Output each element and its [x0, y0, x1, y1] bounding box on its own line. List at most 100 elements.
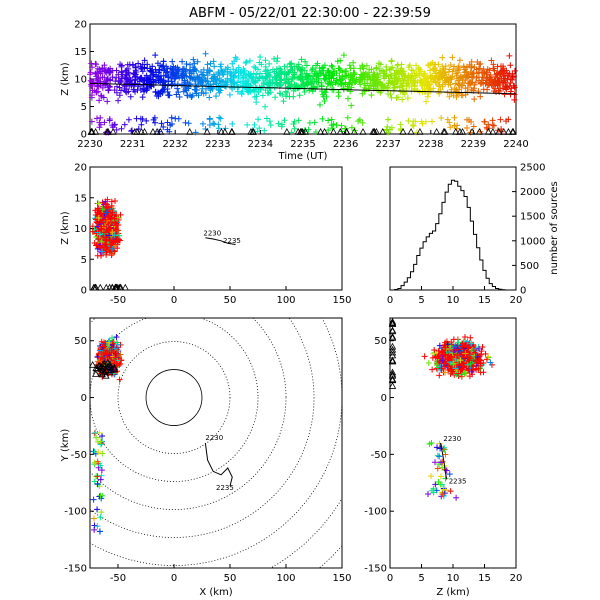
histogram-ytick-label: 1500: [520, 212, 545, 223]
time-height-source: [147, 68, 154, 75]
time-height-source: [279, 121, 286, 128]
time-height-source: [441, 66, 448, 73]
time-height-xtick-label: 2236: [333, 139, 358, 150]
time-height-source: [255, 89, 262, 96]
time-height-source: [247, 83, 254, 90]
time-height-source: [298, 82, 305, 89]
time-height-source: [139, 116, 146, 123]
time-height-source: [486, 67, 493, 74]
time-height-source: [186, 80, 193, 87]
time-height-station-marker: [283, 127, 291, 135]
time-height-source: [364, 71, 371, 78]
time-height-xlabel: Time (UT): [278, 151, 328, 162]
time-height-source: [94, 75, 101, 82]
time-height-source: [295, 117, 302, 124]
xz-source: [112, 197, 119, 204]
xz-ytick-label: 20: [74, 163, 87, 174]
time-height-source: [439, 54, 446, 61]
time-height-source: [132, 64, 139, 71]
time-height-source: [468, 58, 475, 65]
time-height-source: [398, 82, 405, 89]
time-height-source: [442, 71, 449, 78]
time-height-source: [210, 58, 217, 65]
time-height-source: [182, 119, 189, 126]
time-height-source: [160, 85, 167, 92]
time-height-source: [497, 70, 504, 77]
time-height-source: [324, 80, 331, 87]
time-height-source: [503, 67, 510, 74]
time-height-source: [384, 116, 391, 123]
time-height-source: [431, 64, 438, 71]
xz-station-marker: [121, 283, 129, 291]
time-height-source: [474, 59, 481, 66]
time-height-source: [91, 87, 98, 94]
time-height-source: [281, 76, 288, 83]
time-height-source: [190, 56, 197, 63]
time-height-source: [480, 86, 487, 93]
time-height-source: [445, 78, 452, 85]
time-height-source: [507, 91, 514, 98]
time-height-station-marker: [407, 127, 415, 135]
time-height-source: [383, 126, 390, 133]
plan-ytick-label: 0: [81, 393, 87, 404]
time-height-source: [228, 72, 235, 79]
time-height-source: [258, 61, 265, 68]
time-height-source: [154, 74, 161, 81]
time-height-source: [484, 74, 491, 81]
xz-source: [89, 223, 96, 230]
time-height-source: [467, 79, 474, 86]
time-height-source: [348, 124, 355, 131]
time-height-source: [423, 98, 430, 105]
time-height-source: [509, 73, 516, 80]
time-height-source: [438, 115, 445, 122]
time-height-station-marker: [509, 127, 517, 135]
time-height-source: [139, 94, 146, 101]
zy-source: [434, 465, 441, 472]
time-height-source: [400, 68, 407, 75]
zy-xtick-label: 10: [447, 573, 460, 584]
time-height-source: [291, 69, 298, 76]
time-height-source: [447, 61, 454, 68]
time-height-source: [240, 65, 247, 72]
time-height-source: [431, 66, 438, 73]
time-height-source: [274, 55, 281, 62]
plan-xtick-label: -50: [110, 573, 126, 584]
time-height-source: [412, 118, 419, 125]
time-height-source: [447, 124, 454, 131]
time-height-source: [417, 77, 424, 84]
time-height-source: [335, 65, 342, 72]
time-height-source: [503, 86, 510, 93]
time-height-source: [437, 73, 444, 80]
time-height-source: [143, 117, 150, 124]
time-height-ytick-label: 15: [74, 47, 87, 58]
zy-source: [434, 452, 441, 459]
time-height-source: [399, 75, 406, 82]
time-height-source: [437, 67, 444, 74]
zy-source: [425, 490, 432, 497]
histogram-xtick-label: 10: [447, 295, 460, 306]
time-height-source: [226, 91, 233, 98]
time-height-station-marker: [441, 127, 449, 135]
zy-source: [421, 353, 428, 360]
time-height-source: [399, 96, 406, 103]
time-height-source: [338, 122, 345, 129]
time-height-source: [115, 78, 122, 85]
time-height-source: [404, 74, 411, 81]
time-height-source: [367, 76, 374, 83]
time-height-source: [252, 77, 259, 84]
time-height-source: [96, 97, 103, 104]
plan-source: [97, 514, 104, 521]
time-height-source: [188, 93, 195, 100]
time-height-source: [155, 73, 162, 80]
time-height-source: [282, 88, 289, 95]
time-height-source: [139, 85, 146, 92]
time-height-source: [118, 62, 125, 69]
time-height-source: [456, 57, 463, 64]
time-height-source: [211, 63, 218, 70]
plan-range-ring: [269, 497, 342, 568]
time-height-source: [293, 63, 300, 70]
zy-source: [429, 366, 436, 373]
time-height-station-marker: [416, 127, 424, 135]
time-height-source: [262, 63, 269, 70]
plan-source: [116, 376, 123, 383]
